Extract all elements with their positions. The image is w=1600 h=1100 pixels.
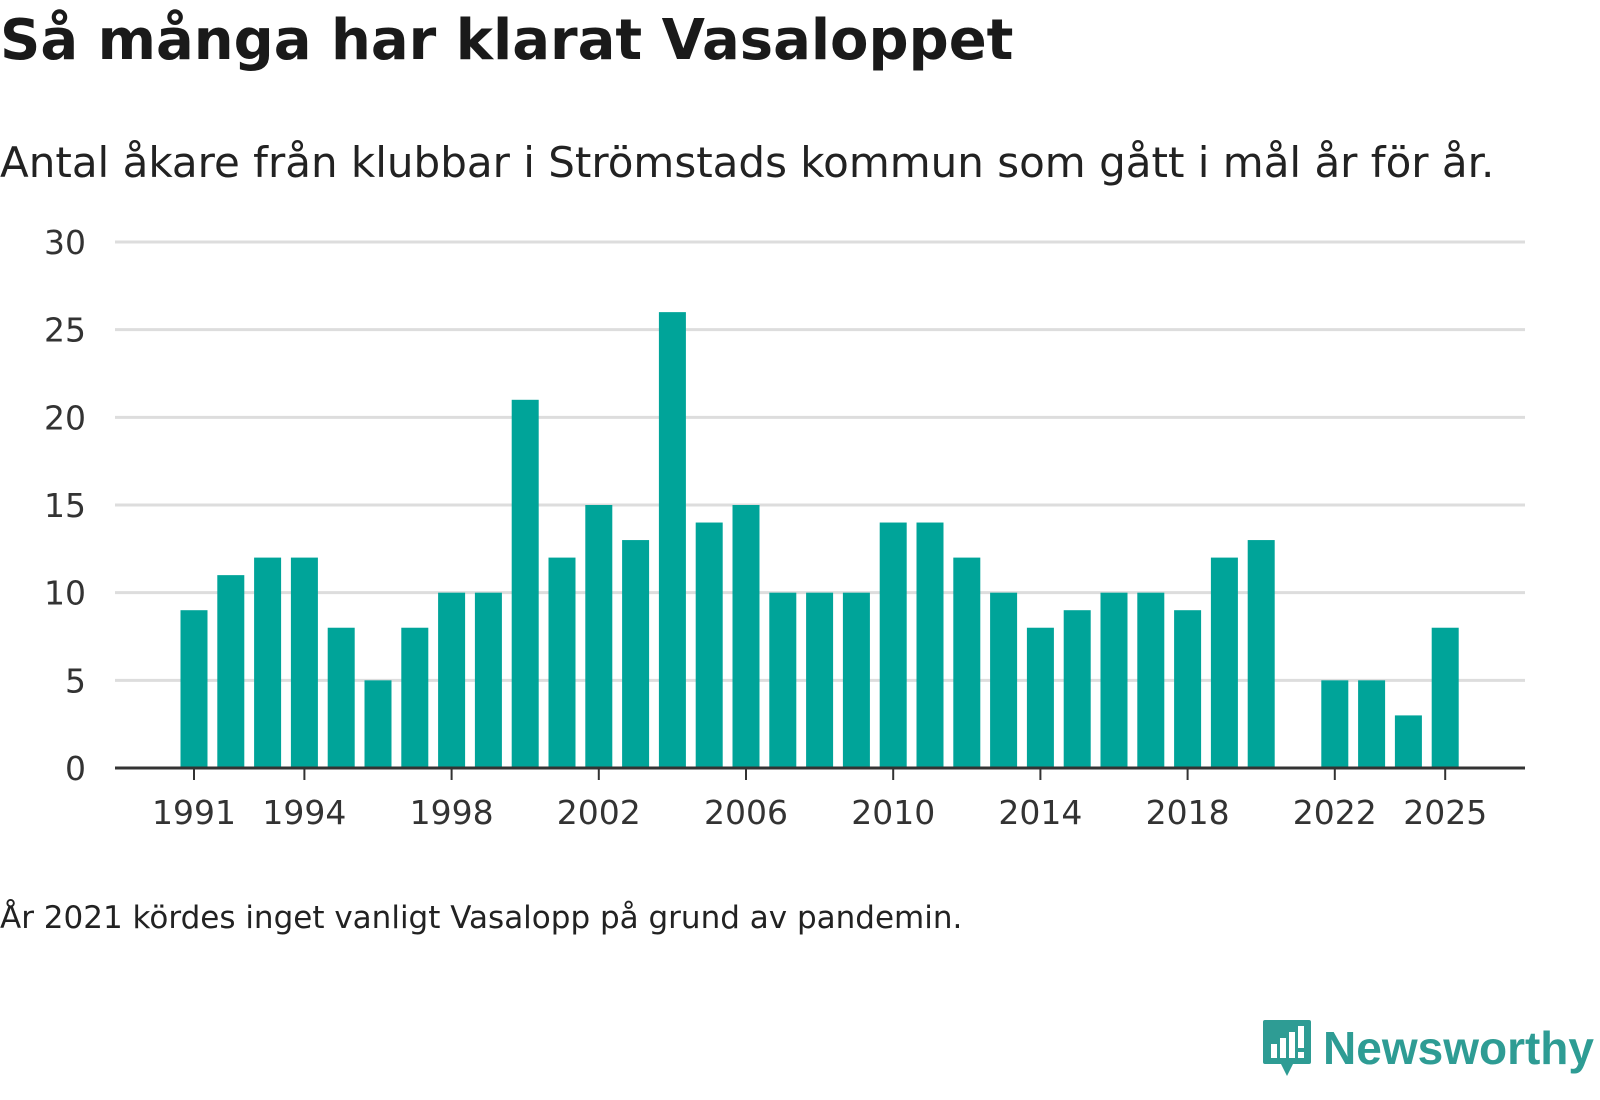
bar-2020 [1247, 540, 1275, 768]
y-tick-label: 0 [65, 749, 86, 788]
bar-2007 [769, 592, 797, 768]
bar-1995 [327, 627, 355, 768]
newsworthy-logo-icon [1263, 1020, 1312, 1076]
bar-2010 [879, 522, 907, 768]
bar-2006 [732, 505, 760, 768]
y-tick-label: 30 [44, 223, 86, 262]
bar-2014 [1026, 627, 1054, 768]
footnote: År 2021 kördes inget vanligt Vasalopp på… [0, 900, 963, 936]
bar-1992 [217, 575, 245, 768]
gridlines [115, 240, 1525, 682]
bar-2013 [990, 592, 1018, 768]
bar-1991 [180, 610, 208, 768]
bar-2025 [1431, 627, 1459, 768]
bar-2022 [1321, 680, 1349, 768]
brand-name: Newsworthy [1323, 1022, 1594, 1074]
chart-title: Så många har klarat Vasaloppet [0, 8, 1014, 73]
bar-2005 [695, 522, 723, 768]
x-tick-label: 1994 [262, 793, 346, 832]
bar-2018 [1174, 610, 1202, 768]
x-tick-label: 1998 [410, 793, 494, 832]
bar-2023 [1358, 680, 1386, 768]
bar-2016 [1100, 592, 1128, 768]
bars [180, 312, 1459, 768]
bar-2000 [511, 399, 539, 768]
bar-2002 [585, 505, 613, 768]
x-tick-label: 2014 [998, 793, 1082, 832]
bar-2008 [806, 592, 834, 768]
x-tick-label: 2006 [704, 793, 788, 832]
x-tick-label: 2002 [557, 793, 641, 832]
bar-1997 [401, 627, 429, 768]
bar-2011 [916, 522, 944, 768]
x-tick-label: 2010 [851, 793, 935, 832]
x-tick-label: 1991 [152, 793, 236, 832]
y-tick-label: 25 [44, 311, 86, 350]
y-tick-label: 15 [44, 486, 86, 525]
x-tick-label: 2025 [1403, 793, 1487, 832]
brand-logo: Newsworthy [1261, 1018, 1594, 1078]
bar-1996 [364, 680, 392, 768]
y-tick-label: 5 [65, 661, 86, 700]
bar-2024 [1394, 715, 1422, 768]
chart-subtitle: Antal åkare från klubbar i Strömstads ko… [0, 138, 1495, 187]
bar-1999 [474, 592, 502, 768]
bar-2003 [622, 540, 650, 768]
bar-1994 [290, 557, 318, 768]
bar-2001 [548, 557, 576, 768]
x-tick-label: 2018 [1146, 793, 1230, 832]
bar-2012 [953, 557, 981, 768]
bar-1998 [438, 592, 466, 768]
y-tick-label: 10 [44, 574, 86, 613]
bar-1993 [254, 557, 282, 768]
bar-2015 [1063, 610, 1091, 768]
x-tick-label: 2022 [1293, 793, 1377, 832]
y-tick-label: 20 [44, 398, 86, 437]
bar-2004 [658, 312, 686, 768]
bar-2017 [1137, 592, 1165, 768]
bar-2019 [1210, 557, 1238, 768]
bar-2009 [842, 592, 870, 768]
